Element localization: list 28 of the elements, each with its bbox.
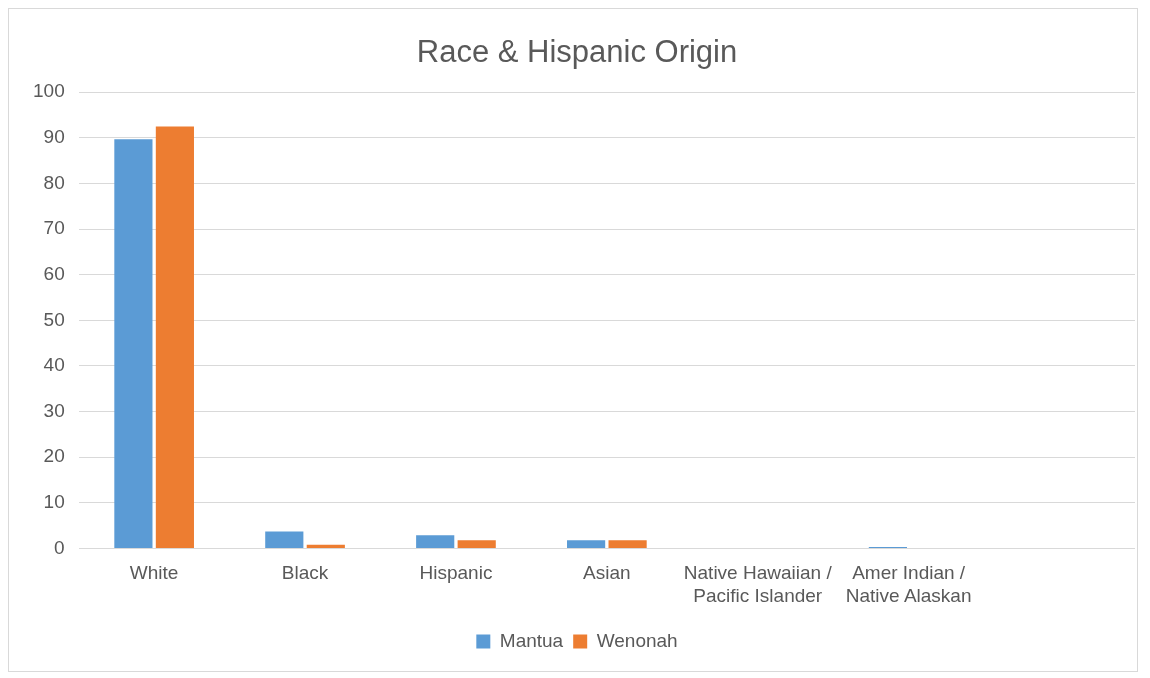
bar (114, 139, 153, 548)
y-tick-label: 60 (43, 262, 65, 284)
y-tick-label: 40 (43, 354, 65, 376)
x-tick-label: Hispanic (419, 562, 493, 584)
chart-title: Race & Hispanic Origin (416, 34, 738, 70)
bar (265, 531, 304, 548)
legend-label: Wenonah (596, 629, 678, 651)
bar (567, 540, 606, 548)
x-tick-label: Amer Indian / Native Alaskan (845, 562, 972, 606)
y-tick-label: 90 (43, 126, 65, 148)
legend-label: Mantua (499, 629, 564, 651)
y-tick-label: 80 (43, 171, 65, 193)
x-tick-label: Black (281, 562, 329, 584)
bar (457, 540, 496, 548)
y-tick-label: 20 (43, 445, 65, 467)
y-tick-label: 70 (43, 217, 65, 239)
bar (306, 544, 345, 548)
bar (416, 535, 455, 548)
y-tick-label: 10 (43, 491, 65, 513)
y-tick-label: 50 (43, 308, 65, 330)
x-tick-label: Asian (583, 562, 631, 584)
x-tick-label: White (129, 562, 179, 584)
bar (155, 126, 194, 548)
y-tick-label: 30 (43, 399, 65, 421)
x-tick-label: Native Hawaiian / Pacific Islander (683, 562, 833, 606)
y-tick-label: 100 (33, 80, 65, 102)
y-tick-label: 0 (54, 536, 65, 558)
bar (608, 540, 647, 548)
